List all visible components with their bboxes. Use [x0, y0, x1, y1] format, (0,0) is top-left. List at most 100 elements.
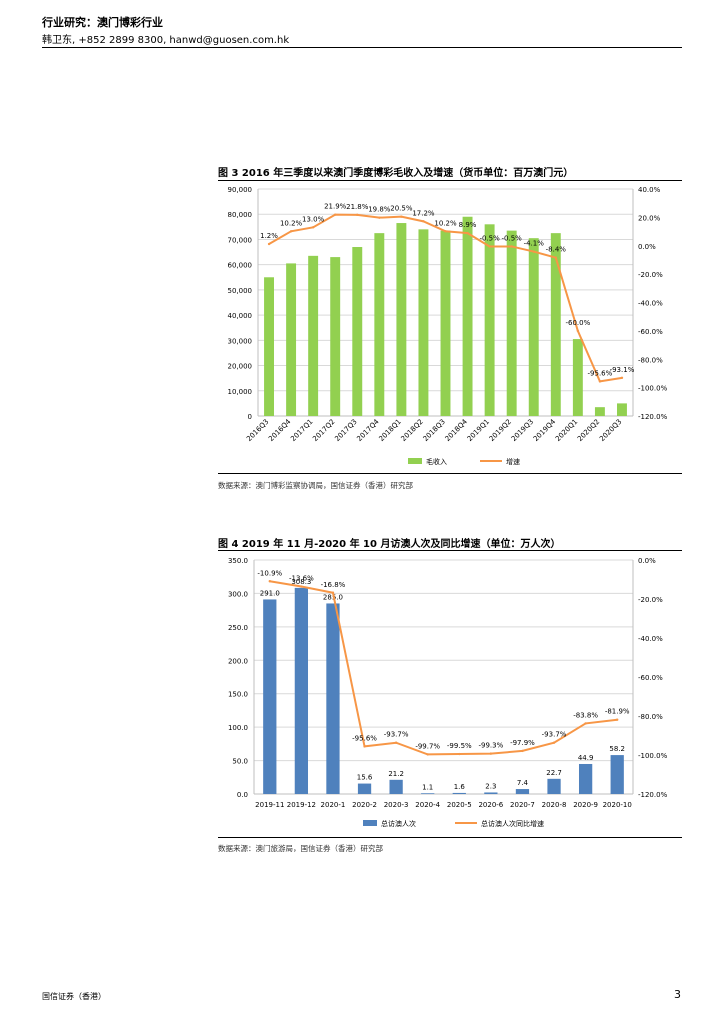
fig4-bar — [547, 778, 561, 794]
fig3-x-tick: 2017Q4 — [355, 417, 381, 443]
fig4-growth-point — [552, 741, 556, 744]
figure3-source: 数据来源：澳门博彩监察协调局，国信证券（香港）研究部 — [218, 481, 413, 490]
fig3-growth-label: 21.9% — [324, 203, 347, 211]
fig4-x-tick: 2020-2 — [352, 801, 377, 809]
fig3-bar — [594, 407, 605, 416]
fig4-growth-point — [300, 585, 303, 588]
fig4-x-tick: 2020-5 — [447, 801, 472, 809]
fig3-growth-point — [488, 245, 491, 248]
figure4-chart: 0.0 50.0 100.0 150.0 200.0 250.0 300.0 350.0 -12… — [228, 557, 668, 828]
fig3-growth-label: 8.9% — [459, 221, 477, 229]
fig4-x-tick: 2020-7 — [510, 801, 535, 809]
fig3-x-tick: 2019Q2 — [488, 418, 513, 443]
fig3-y-left-tick: 0 — [248, 413, 252, 421]
fig3-x-tick: 2019Q4 — [532, 417, 558, 443]
fig3-y-left-tick: 20,000 — [228, 363, 253, 371]
fig3-bar — [264, 277, 274, 416]
fig4-x-tick: 2020-6 — [478, 801, 503, 809]
fig4-legend-bar-label: 总访澳人次 — [381, 819, 416, 828]
fig4-y-right-tick: 0.0% — [638, 557, 656, 565]
fig3-x-tick: 2019Q3 — [510, 418, 535, 443]
fig3-y-right-tick: 0.0% — [638, 243, 656, 251]
fig3-bar — [396, 223, 407, 416]
figure4-bottom-rule — [218, 837, 682, 838]
fig4-bar-label: 15.6 — [357, 774, 373, 782]
fig4-y-left-tick: 300.0 — [228, 590, 248, 598]
fig3-bar — [374, 233, 385, 416]
fig4-bar — [578, 763, 593, 794]
fig4-growth-label: -13.6% — [289, 575, 314, 583]
fig3-bar — [462, 216, 473, 416]
fig3-growth-point — [554, 256, 557, 259]
fig3-bar — [506, 230, 517, 416]
fig3-y-right-tick: -60.0% — [638, 328, 663, 336]
fig3-y-right-tick: 40.0% — [638, 186, 661, 194]
fig4-bar — [357, 783, 372, 794]
fig3-x-tick: 2020Q1 — [554, 418, 579, 443]
fig4-bar — [263, 599, 277, 794]
fig4-growth-label: -93.7% — [542, 731, 567, 739]
fig3-growth-point — [466, 231, 469, 235]
fig4-growth-point — [616, 718, 619, 721]
fig4-growth-label: -10.9% — [257, 569, 282, 577]
fig4-growth-point — [426, 753, 429, 756]
fig4-x-tick: 2020-9 — [573, 801, 598, 809]
fig4-y-right-tick: -60.0% — [638, 674, 663, 682]
fig3-x-tick: 2018Q2 — [400, 418, 425, 443]
fig4-y-left-tick: 350.0 — [228, 557, 248, 565]
fig3-growth-point — [510, 245, 513, 248]
fig4-bar-label: 44.9 — [578, 754, 594, 762]
fig3-legend-bar-label: 毛收入 — [426, 457, 447, 466]
fig4-legend-line-label: 总访澳人次同比增速 — [481, 819, 544, 828]
fig4-y-right-tick: -100.0% — [638, 752, 668, 760]
fig4-bar-label: 1.1 — [422, 783, 433, 791]
fig4-growth-point — [584, 722, 587, 725]
fig3-growth-point — [378, 216, 381, 219]
fig3-growth-point — [620, 376, 624, 380]
fig4-x-tick: 2020-8 — [542, 801, 567, 809]
fig3-bar — [550, 233, 561, 416]
fig3-growth-label: -60.0% — [565, 319, 590, 327]
fig3-x-tick: 2017Q1 — [289, 418, 314, 443]
fig3-x-tick: 2016Q4 — [267, 417, 293, 443]
fig3-bar — [330, 257, 341, 416]
fig3-growth-label: -0.5% — [502, 234, 523, 242]
fig3-growth-point — [422, 220, 425, 223]
fig4-growth-label: -99.5% — [447, 742, 472, 750]
fig4-growth-label: -99.7% — [415, 742, 440, 750]
fig3-legend-line-label: 增速 — [506, 457, 520, 466]
fig3-growth-point — [356, 213, 359, 217]
fig4-y-right-tick: -40.0% — [638, 635, 663, 643]
fig3-growth-label: 19.8% — [368, 206, 391, 214]
fig3-bar — [308, 255, 319, 416]
fig3-y-right-tick: -40.0% — [638, 300, 663, 308]
fig4-y-right-tick: -120.0% — [638, 791, 668, 799]
fig4-bar — [515, 789, 530, 794]
fig3-y-left-tick: 30,000 — [228, 337, 253, 345]
fig4-growth-point — [331, 591, 335, 594]
fig4-bar — [326, 603, 340, 794]
fig4-growth-label: -95.6% — [352, 734, 377, 742]
fig3-y-left-tick: 80,000 — [228, 211, 253, 219]
fig4-bar — [484, 792, 498, 794]
fig3-growth-label: -0.5% — [479, 234, 500, 242]
fig4-x-tick: 2020-10 — [603, 801, 632, 809]
fig4-bar-label: 2.3 — [485, 782, 496, 790]
page-number: 3 — [674, 988, 681, 1001]
fig3-growth-label: -95.6% — [588, 369, 613, 377]
fig3-growth-label: -93.1% — [610, 366, 635, 374]
fig4-growth-label: -81.9% — [605, 708, 630, 716]
fig4-bar — [610, 755, 624, 794]
fig3-y-left-tick: 10,000 — [228, 388, 253, 396]
fig4-bar-label: 1.6 — [454, 783, 466, 791]
figure4-title-rule — [218, 550, 682, 551]
fig3-growth-point — [444, 230, 447, 233]
fig3-bar — [484, 224, 495, 416]
fig4-y-left-tick: 50.0 — [232, 758, 248, 766]
fig3-x-tick: 2017Q3 — [333, 418, 358, 443]
fig3-bar — [617, 403, 627, 416]
fig3-x-tick: 2019Q1 — [466, 418, 491, 443]
fig3-y-right-tick: -120.0% — [638, 413, 668, 421]
fig4-growth-line — [269, 580, 618, 756]
fig4-growth-label: -99.3% — [478, 742, 503, 750]
